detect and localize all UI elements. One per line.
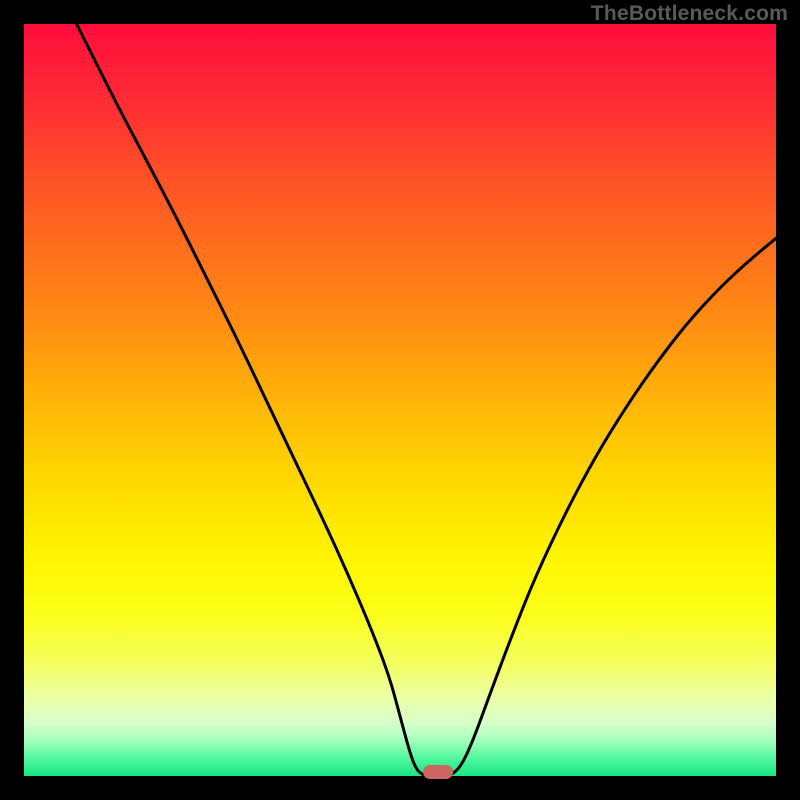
optimum-marker: [423, 765, 453, 779]
plot-area: [24, 24, 776, 776]
chart-frame: TheBottleneck.com: [0, 0, 800, 800]
plot-svg: [24, 24, 776, 776]
heat-gradient-background: [24, 24, 776, 776]
watermark-text: TheBottleneck.com: [591, 2, 788, 26]
